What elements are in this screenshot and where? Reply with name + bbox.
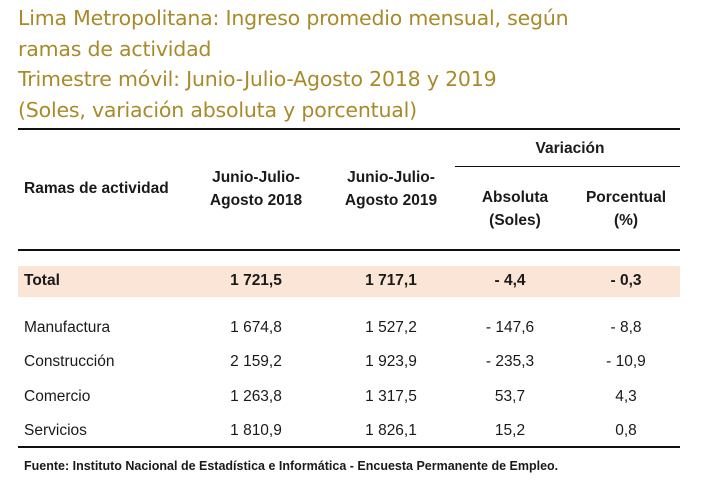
title-line-4: (Soles, variación absoluta y porcentual) (18, 97, 417, 122)
row-2018: 1 263,8 (230, 388, 282, 405)
title-line-2: ramas de actividad (18, 36, 212, 61)
total-absoluta: - 4,4 (494, 272, 526, 289)
header-absoluta-line-2: (Soles) (489, 212, 541, 229)
variacion-underline (455, 166, 680, 167)
header-absoluta: Absoluta (Soles) (440, 186, 590, 232)
row-2019: 1 923,9 (365, 353, 417, 370)
total-row-band (18, 266, 680, 297)
title-line-3: Trimestre móvil: Junio-Julio-Agosto 2018… (18, 67, 497, 91)
header-bottom-rule (18, 249, 680, 251)
row-porcentual: - 10,9 (606, 353, 646, 370)
source-note: Fuente: Instituto Nacional de Estadístic… (24, 459, 559, 473)
total-2019: 1 717,1 (365, 272, 417, 289)
header-porcentual: Porcentual (%) (556, 186, 696, 232)
row-2018: 1 810,9 (230, 422, 282, 439)
row-absoluta: - 147,6 (485, 319, 535, 336)
row-2019: 1 527,2 (365, 319, 417, 336)
table-top-rule (18, 128, 680, 130)
row-2019: 1 317,5 (365, 388, 417, 405)
row-porcentual: 4,3 (615, 388, 637, 405)
row-porcentual: 0,8 (615, 422, 637, 439)
header-porcentual-line-1: Porcentual (585, 189, 667, 206)
header-2019-line-2: Agosto 2019 (344, 192, 438, 209)
row-absoluta: - 235,3 (485, 353, 535, 370)
header-2018-line-1: Junio-Julio- (212, 169, 300, 186)
title-line-1: Lima Metropolitana: Ingreso promedio men… (18, 6, 569, 30)
row-name: Manufactura (24, 319, 111, 336)
header-porcentual-line-2: (%) (613, 212, 639, 229)
row-2018: 2 159,2 (230, 353, 282, 370)
document-title: Lima Metropolitana: Ingreso promedio men… (18, 3, 708, 125)
row-absoluta: 53,7 (494, 388, 526, 405)
header-variacion: Variación (535, 140, 605, 157)
header-2019-line-1: Junio-Julio- (347, 169, 435, 186)
header-ramas: Ramas de actividad (24, 180, 169, 197)
row-name: Comercio (24, 388, 91, 405)
row-name: Servicios (24, 422, 87, 439)
row-2019: 1 826,1 (365, 422, 417, 439)
row-2018: 1 674,8 (230, 319, 282, 336)
header-absoluta-line-1: Absoluta (481, 189, 549, 206)
total-porcentual: - 0,3 (610, 272, 642, 289)
row-name: Construcción (24, 353, 115, 370)
row-absoluta: 15,2 (494, 422, 526, 439)
total-label: Total (24, 272, 60, 289)
row-porcentual: - 8,8 (610, 319, 642, 336)
header-2018-line-2: Agosto 2018 (209, 192, 303, 209)
header-2018: Junio-Julio- Agosto 2018 (186, 166, 326, 212)
total-2018: 1 721,5 (230, 272, 282, 289)
header-2019: Junio-Julio- Agosto 2019 (321, 166, 461, 212)
table-bottom-rule (18, 446, 680, 448)
